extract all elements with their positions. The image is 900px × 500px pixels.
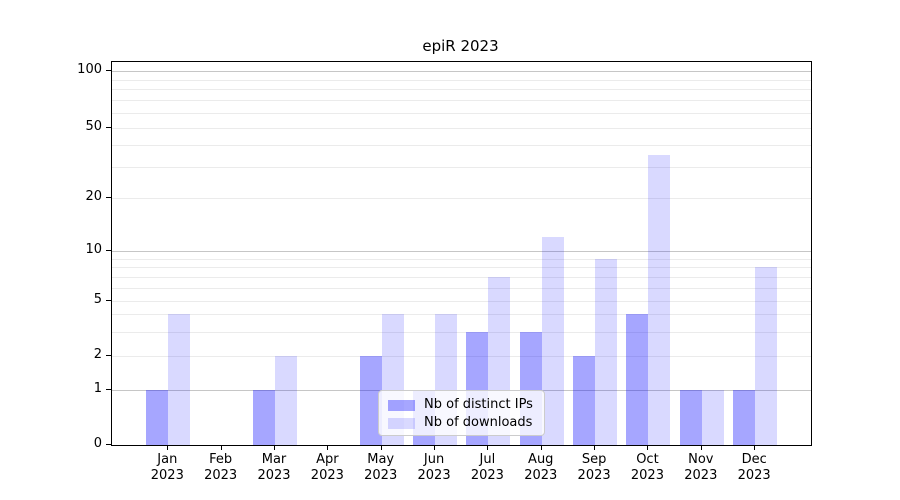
x-tick-label-nov: Nov 2023: [684, 452, 718, 483]
x-tick-label-mar: Mar 2023: [257, 452, 291, 483]
gridline-minor-6: [112, 287, 811, 289]
gridline-minor-30: [112, 166, 811, 168]
y-tick-label-2: 2: [93, 347, 102, 362]
legend-label-distinct-ips: Nb of distinct IPs: [424, 397, 533, 412]
x-tick-label-apr: Apr 2023: [310, 452, 344, 483]
legend-swatch-distinct-ips: [388, 399, 415, 411]
x-tick-label-aug: Aug 2023: [524, 452, 558, 483]
x-tick-label-jul: Jul 2023: [470, 452, 504, 483]
legend-swatch-downloads: [388, 417, 415, 429]
bar-nb-of-downloads-jan: [168, 314, 191, 445]
legend-item-downloads: Nb of downloads: [388, 414, 535, 432]
bar-nb-of-distinct-ips-oct: [626, 314, 649, 445]
plot-area: [111, 61, 812, 446]
gridline-minor-50: [112, 127, 811, 129]
bar-nb-of-downloads-dec: [755, 267, 778, 445]
x-tick-label-sep: Sep 2023: [577, 452, 611, 483]
bar-nb-of-distinct-ips-mar: [253, 390, 275, 445]
gridline-minor-90: [112, 79, 811, 81]
gridline-minor-5: [112, 301, 811, 302]
bar-nb-of-downloads-sep: [595, 258, 618, 445]
gridline-minor-60: [112, 112, 811, 114]
gridline-minor-80: [112, 89, 811, 91]
bar-nb-of-distinct-ips-may: [359, 356, 382, 445]
bar-nb-of-downloads-nov: [701, 390, 724, 445]
y-tick-label-5: 5: [93, 292, 102, 307]
x-tick-label-jun: Jun 2023: [417, 452, 451, 483]
y-tick-label-10: 10: [85, 242, 102, 257]
x-tick-label-jan: Jan 2023: [150, 452, 184, 483]
y-tick-label-1: 1: [93, 381, 102, 396]
legend-item-distinct-ips: Nb of distinct IPs: [388, 396, 535, 414]
bar-nb-of-distinct-ips-jan: [146, 390, 169, 445]
gridline-minor-7: [112, 276, 811, 278]
bar-nb-of-distinct-ips-dec: [733, 390, 756, 445]
x-tick-label-oct: Oct 2023: [630, 452, 664, 483]
y-tick-label-100: 100: [77, 62, 102, 77]
y-tick-label-0: 0: [93, 436, 102, 451]
y-tick-label-50: 50: [85, 118, 102, 134]
bar-nb-of-distinct-ips-nov: [679, 390, 702, 445]
gridline-minor-9: [112, 258, 811, 260]
legend-label-downloads: Nb of downloads: [424, 415, 533, 430]
chart-title: epiR 2023: [422, 37, 499, 55]
gridline-major-10: [112, 251, 811, 252]
bar-nb-of-downloads-mar: [275, 356, 297, 445]
gridline-minor-2: [112, 356, 811, 357]
gridline-minor-70: [112, 100, 811, 102]
gridline-minor-3: [112, 331, 811, 333]
gridline-minor-4: [112, 314, 811, 316]
gridline-minor-20: [112, 198, 811, 199]
legend: Nb of distinct IPs Nb of downloads: [378, 390, 545, 436]
x-tick-label-feb: Feb 2023: [204, 452, 238, 483]
y-tick-label-20: 20: [85, 189, 102, 204]
gridline-minor-8: [112, 267, 811, 269]
x-tick-label-may: May 2023: [364, 452, 398, 483]
gridline-major-100: [112, 71, 811, 72]
gridline-minor-40: [112, 144, 811, 146]
bar-nb-of-downloads-oct: [648, 154, 671, 445]
bar-nb-of-downloads-aug: [541, 237, 564, 445]
x-tick-label-dec: Dec 2023: [737, 452, 771, 483]
bar-nb-of-distinct-ips-sep: [573, 356, 596, 445]
